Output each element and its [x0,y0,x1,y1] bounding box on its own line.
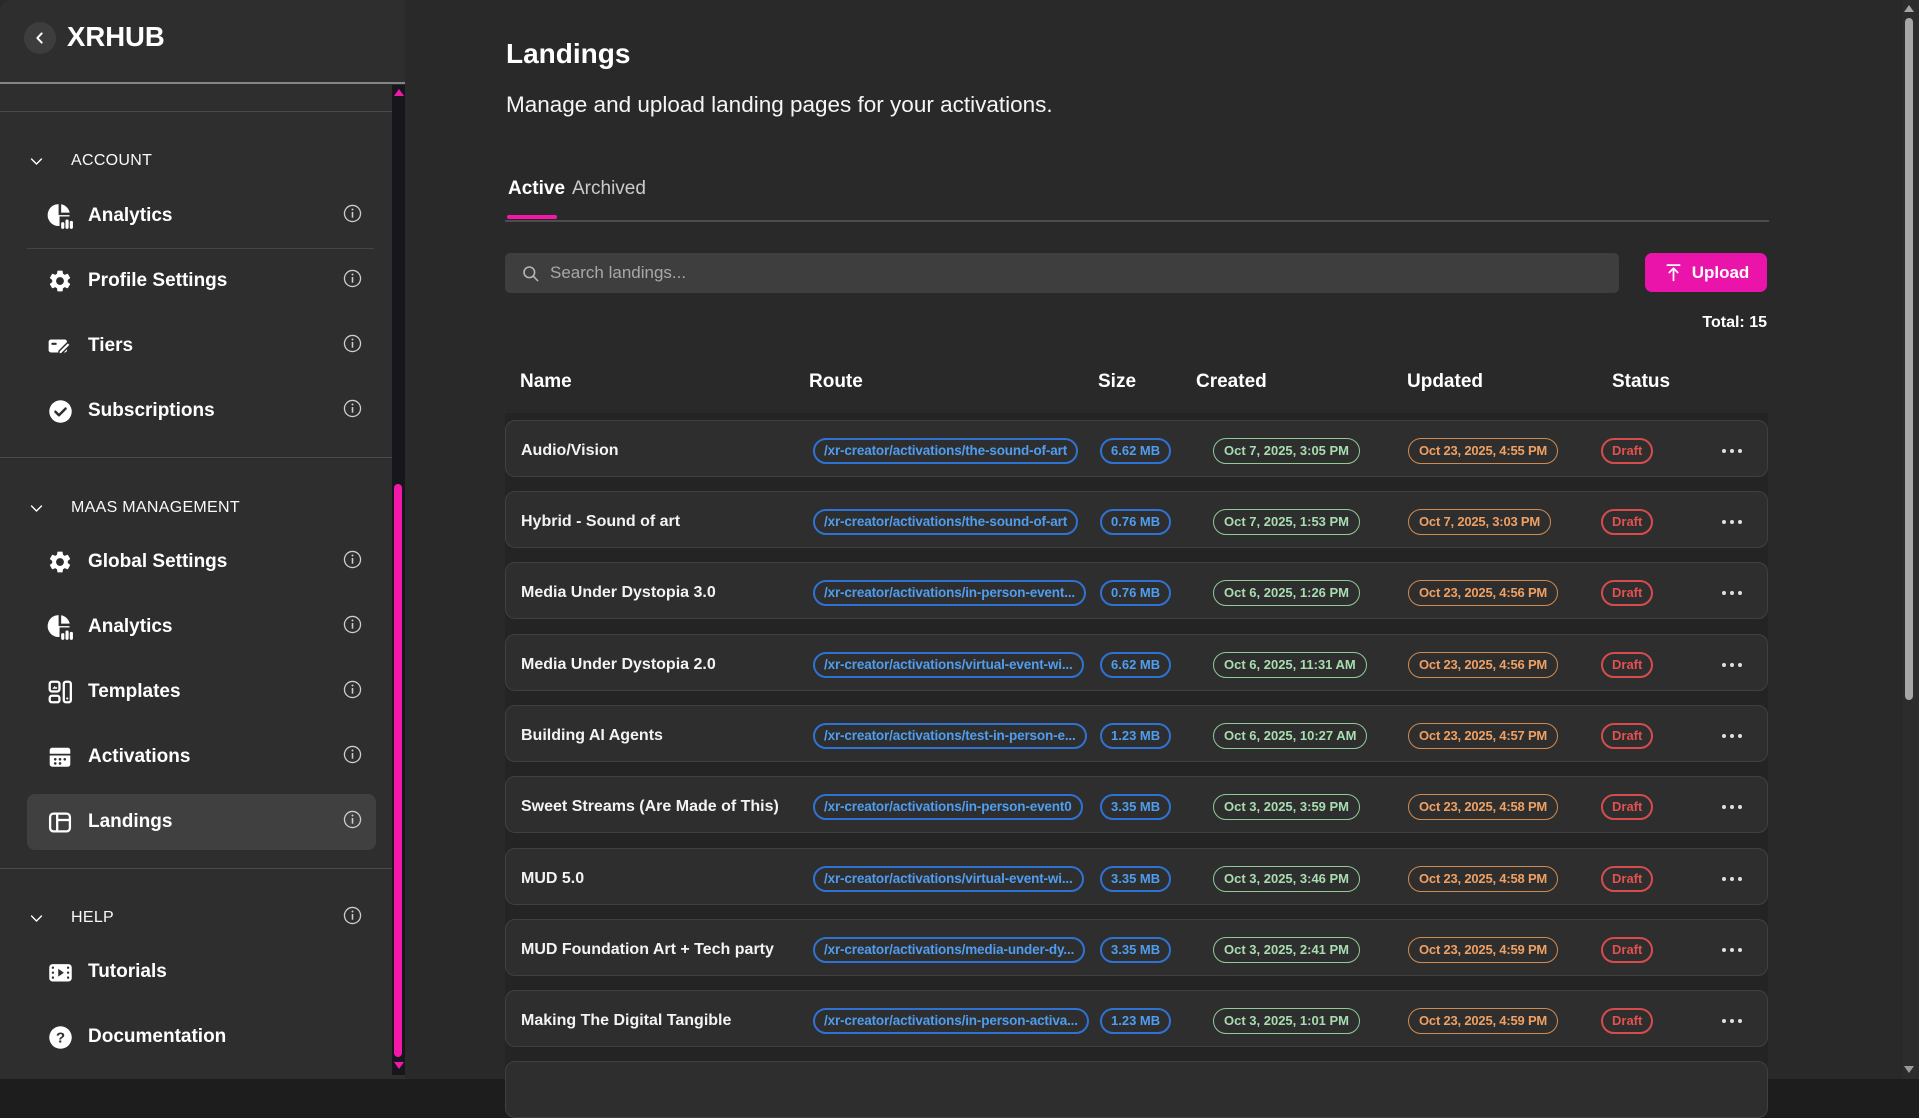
svg-text:?: ? [55,1029,64,1046]
